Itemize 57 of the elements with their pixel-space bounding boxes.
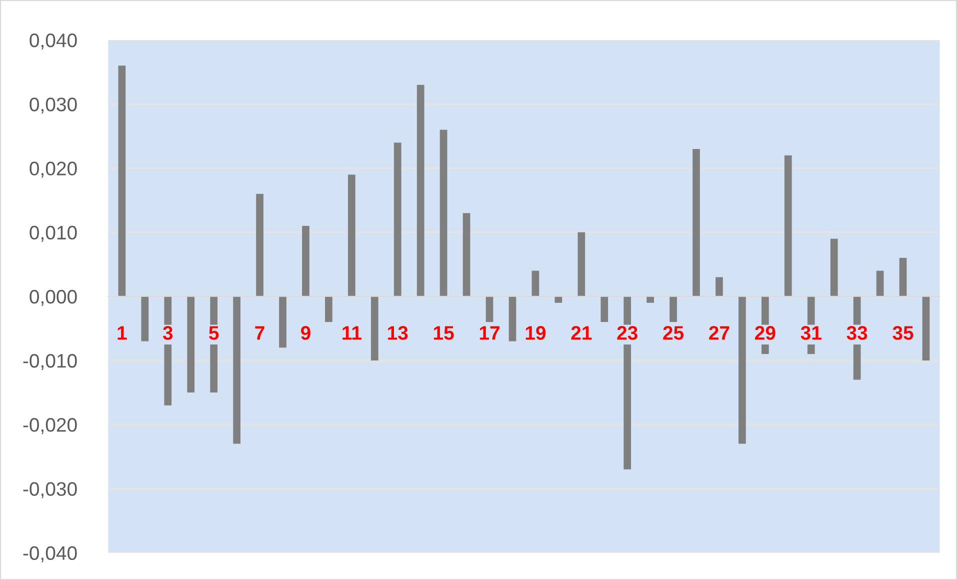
bar [692,148,700,296]
y-tick-label: -0,030 [23,482,77,498]
bar [670,296,677,322]
x-tick-label: 29 [755,326,776,340]
x-tick-label: 23 [617,326,638,340]
x-tick-label: 11 [342,326,362,340]
bar [486,296,494,322]
bar [462,213,470,296]
x-tick-label: 5 [209,326,219,340]
bar [370,296,378,360]
y-tick-label: 0,020 [30,162,77,178]
y-tick-label: 0,030 [30,98,77,114]
x-tick-label: 35 [892,326,914,340]
bar [348,174,356,296]
bar [784,155,792,296]
x-tick-label: 21 [571,326,592,340]
bar [738,296,746,444]
bar [578,232,586,296]
x-tick-label: 25 [663,326,684,340]
bar [532,270,540,296]
y-tick-label: 0,040 [30,33,77,50]
bar [830,238,838,296]
bar [646,296,654,303]
bar [600,296,608,322]
y-tick-label: 0,010 [30,226,77,242]
y-tick-label: -0,020 [23,418,77,434]
y-tick-label: -0,010 [23,354,77,370]
bar [118,66,126,296]
bar [899,258,907,296]
x-tick-label: 7 [255,326,264,340]
bar [554,296,562,303]
bar [256,194,264,296]
bar [922,296,930,360]
bar [394,142,402,296]
x-tick-label: 1 [118,326,127,340]
bar [440,130,448,296]
bar [325,296,332,322]
x-tick-label: 19 [526,326,546,340]
x-tick-label: 17 [480,326,500,340]
x-tick-label: 9 [300,326,310,340]
x-tick-label: 15 [434,326,454,340]
bar [187,296,195,393]
bar [141,296,149,342]
bar [508,296,516,342]
x-tick-label: 3 [162,326,173,340]
x-tick-label: 31 [800,326,822,340]
bar [302,226,310,296]
bar [876,270,884,296]
bar [279,296,286,348]
bar [416,84,424,296]
x-tick-label: 33 [846,326,868,340]
y-tick-label: 0,000 [30,290,77,306]
bar [233,296,240,444]
x-tick-label: 13 [388,326,408,340]
y-tick-label: -0,040 [23,546,77,562]
x-tick-label: 27 [709,326,730,340]
bar [716,277,723,296]
